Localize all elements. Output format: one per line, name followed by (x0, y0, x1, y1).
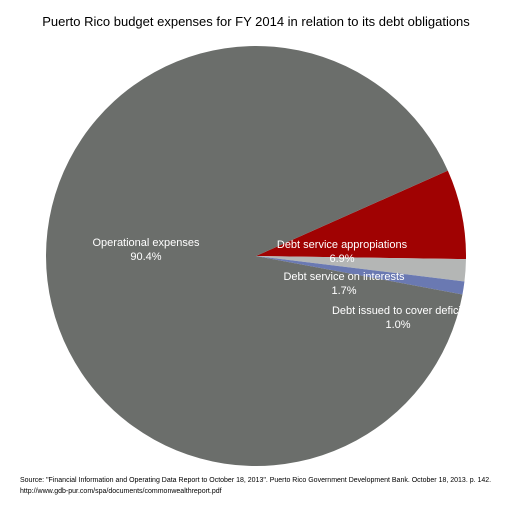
source-citation: Source: "Financial Information and Opera… (20, 477, 492, 484)
slice-value-label: 1.0% (385, 319, 410, 331)
slice-value-label: 90.4% (130, 251, 161, 263)
slice-name-label: Debt service on interests (283, 271, 405, 283)
slice-name-label: Debt service appropiations (277, 239, 408, 251)
chart-title: Puerto Rico budget expenses for FY 2014 … (42, 14, 470, 29)
slice-value-label: 6.9% (329, 253, 354, 265)
pie-slice-operational-expenses (45, 46, 463, 467)
pie-slice-debt-service-on-interests (256, 256, 466, 282)
source-note: Source: "Financial Information and Opera… (20, 475, 500, 497)
slice-name-label: Debt issued to cover deficit (332, 305, 464, 317)
source-url[interactable]: http://www.gdb-pur.com/spa/documents/com… (20, 488, 222, 495)
pie-slice-debt-issued-to-cover-deficit (256, 256, 465, 295)
slice-name-label: Operational expenses (92, 237, 200, 249)
slice-value-label: 1.7% (331, 285, 356, 297)
pie-slice-debt-service-appropiations (256, 170, 467, 260)
